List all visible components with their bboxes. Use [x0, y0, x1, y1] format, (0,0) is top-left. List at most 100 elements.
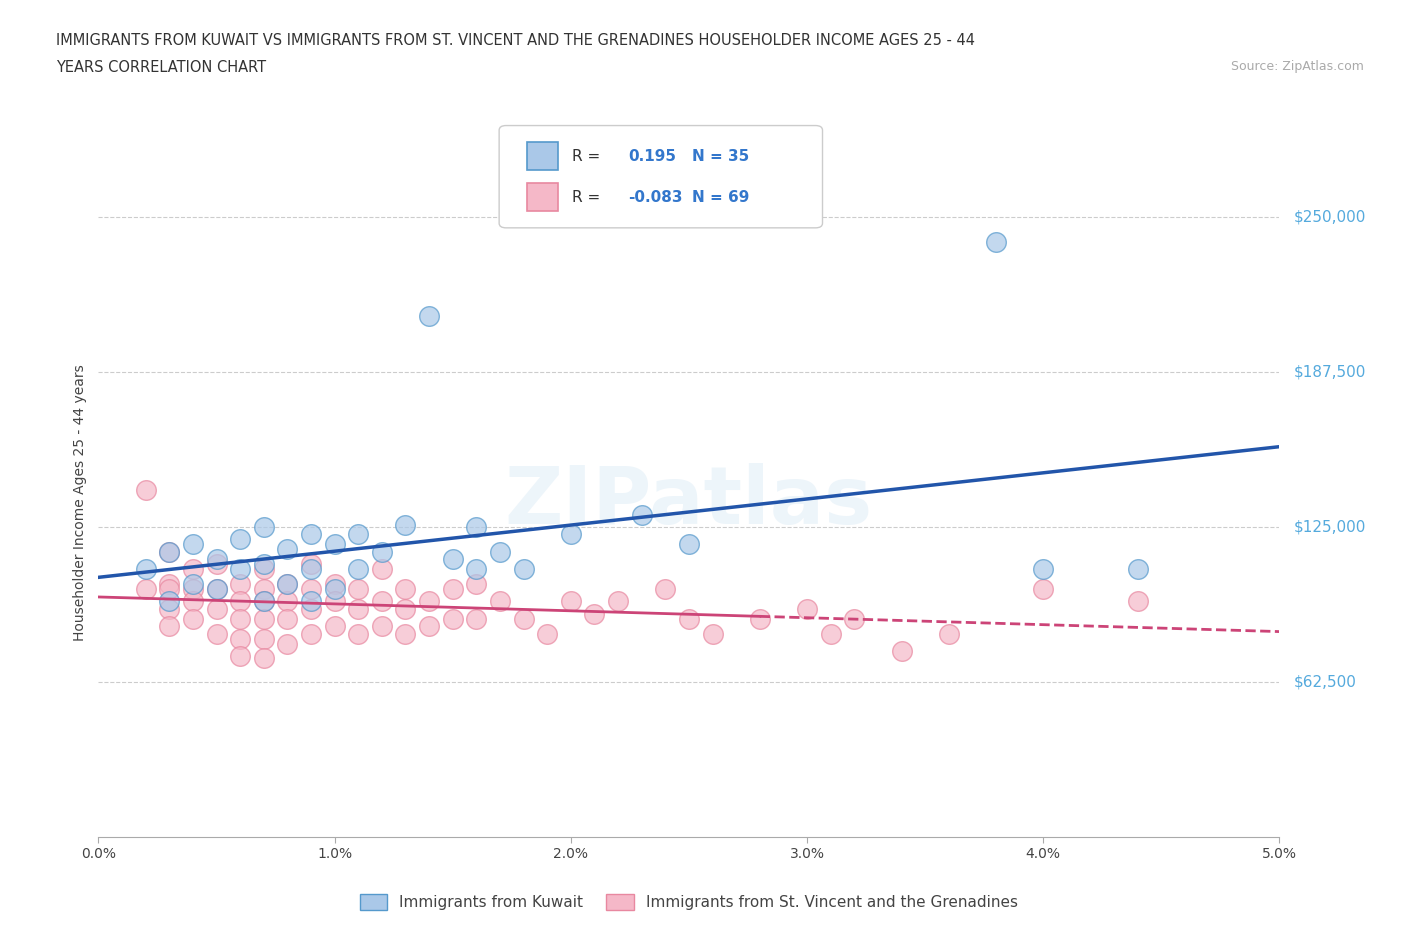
Point [157, 544, 180, 559]
Text: Source: ZipAtlas.com: Source: ZipAtlas.com [1230, 60, 1364, 73]
Legend: Immigrants from Kuwait, Immigrants from St. Vincent and the Grenadines: Immigrants from Kuwait, Immigrants from … [354, 888, 1024, 916]
Point [489, 544, 512, 559]
Point [323, 594, 346, 609]
Point [890, 644, 912, 658]
Point [465, 577, 488, 591]
Point [276, 594, 298, 609]
Point [253, 557, 276, 572]
Point [229, 532, 252, 547]
Point [347, 626, 370, 641]
Point [253, 631, 276, 646]
Point [181, 594, 204, 609]
Point [135, 581, 157, 596]
Point [229, 562, 252, 577]
Point [276, 636, 298, 651]
Text: $250,000: $250,000 [1294, 209, 1365, 224]
Point [465, 611, 488, 626]
Point [181, 577, 204, 591]
Point [253, 651, 276, 666]
Point [536, 626, 558, 641]
Text: N = 35: N = 35 [692, 149, 749, 164]
Point [371, 618, 394, 633]
Point [181, 611, 204, 626]
Point [418, 594, 440, 609]
Point [299, 557, 322, 572]
Point [323, 537, 346, 551]
Point [299, 581, 322, 596]
Point [371, 562, 394, 577]
Point [394, 626, 416, 641]
Point [229, 594, 252, 609]
Point [418, 618, 440, 633]
Point [229, 648, 252, 663]
Point [938, 626, 960, 641]
Y-axis label: Householder Income Ages 25 - 44 years: Householder Income Ages 25 - 44 years [73, 364, 87, 641]
Text: $62,500: $62,500 [1294, 674, 1357, 689]
Point [276, 577, 298, 591]
Point [748, 611, 770, 626]
Point [394, 581, 416, 596]
Point [229, 577, 252, 591]
Point [181, 562, 204, 577]
Point [229, 611, 252, 626]
Point [583, 606, 606, 621]
Point [1032, 562, 1054, 577]
Point [157, 544, 180, 559]
Point [678, 611, 700, 626]
Point [560, 594, 582, 609]
Point [347, 527, 370, 542]
Point [135, 483, 157, 498]
Point [560, 527, 582, 542]
Point [654, 581, 676, 596]
Point [441, 551, 464, 566]
Point [371, 544, 394, 559]
Point [323, 618, 346, 633]
Point [205, 551, 228, 566]
Point [253, 520, 276, 535]
Point [394, 602, 416, 617]
Point [276, 611, 298, 626]
Point [678, 537, 700, 551]
Point [347, 581, 370, 596]
Point [465, 520, 488, 535]
Point [276, 577, 298, 591]
Point [347, 562, 370, 577]
Point [607, 594, 630, 609]
Point [512, 611, 534, 626]
Point [299, 626, 322, 641]
Point [820, 626, 842, 641]
Point [205, 581, 228, 596]
Text: YEARS CORRELATION CHART: YEARS CORRELATION CHART [56, 60, 266, 75]
Point [796, 602, 818, 617]
Text: R =: R = [572, 149, 600, 164]
Point [253, 562, 276, 577]
Point [1126, 594, 1149, 609]
Point [229, 631, 252, 646]
Point [323, 581, 346, 596]
Point [441, 611, 464, 626]
Point [299, 562, 322, 577]
Point [157, 581, 180, 596]
Point [205, 626, 228, 641]
Point [299, 527, 322, 542]
Point [844, 611, 866, 626]
Text: $125,000: $125,000 [1294, 520, 1365, 535]
Point [630, 507, 652, 522]
Point [489, 594, 512, 609]
Point [299, 602, 322, 617]
Text: 0.195: 0.195 [628, 149, 676, 164]
Point [347, 602, 370, 617]
Point [181, 537, 204, 551]
Point [702, 626, 724, 641]
Point [157, 602, 180, 617]
Point [512, 562, 534, 577]
Text: IMMIGRANTS FROM KUWAIT VS IMMIGRANTS FROM ST. VINCENT AND THE GRENADINES HOUSEHO: IMMIGRANTS FROM KUWAIT VS IMMIGRANTS FRO… [56, 33, 976, 47]
Point [1032, 581, 1054, 596]
Point [135, 562, 157, 577]
Point [418, 309, 440, 324]
Text: ZIPatlas: ZIPatlas [505, 463, 873, 541]
Point [157, 577, 180, 591]
Point [253, 594, 276, 609]
Point [394, 517, 416, 532]
Point [323, 577, 346, 591]
